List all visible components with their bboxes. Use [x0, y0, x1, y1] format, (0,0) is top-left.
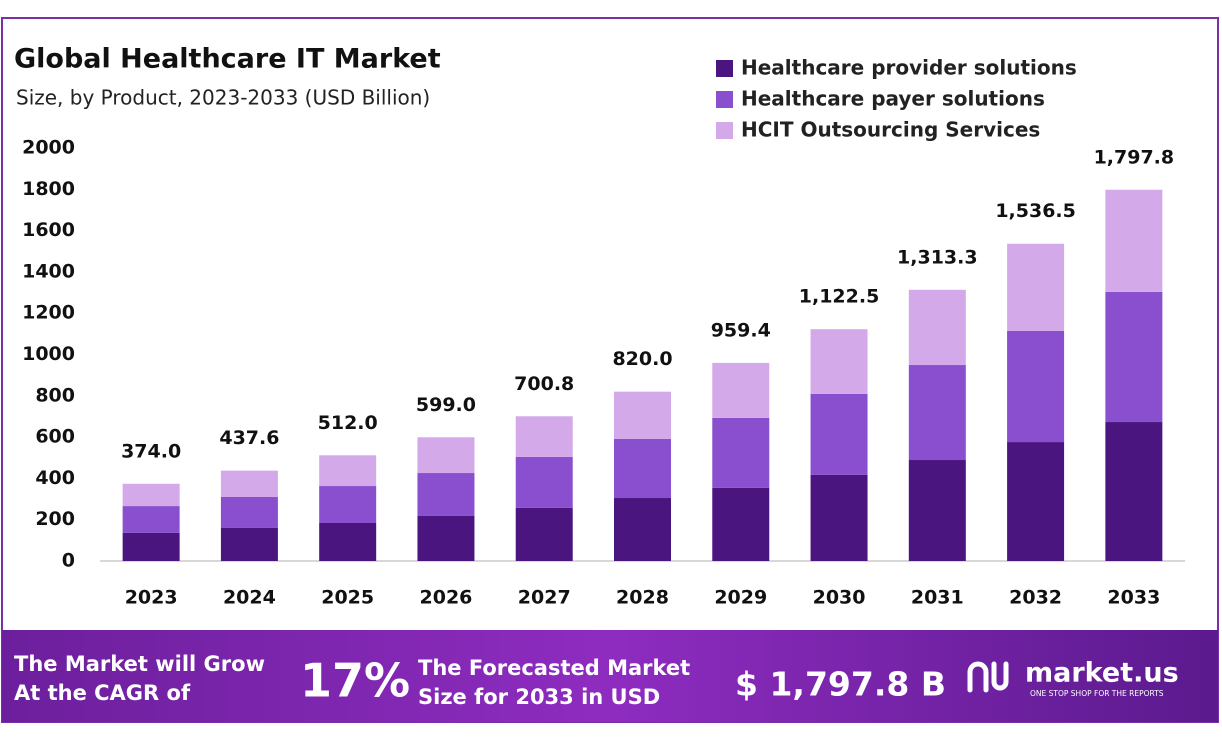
total-label: 1,797.8 — [1094, 146, 1175, 168]
bar-segment — [1007, 330, 1065, 443]
logo-shape — [967, 661, 989, 693]
bar-segment — [122, 532, 180, 561]
y-tick-label: 600 — [35, 426, 75, 448]
legend-label: Healthcare payer solutions — [741, 87, 1045, 111]
y-tick-label: 0 — [62, 550, 75, 572]
cagr-value: 17% — [300, 654, 410, 708]
x-tick-label: 2027 — [518, 587, 571, 609]
y-tick-label: 2000 — [22, 137, 75, 159]
bar-segment — [712, 487, 770, 561]
total-label: 700.8 — [514, 373, 574, 395]
forecast-text: The Forecasted Market Size for 2033 in U… — [418, 656, 698, 709]
y-tick-label: 800 — [35, 384, 75, 406]
y-tick-label: 1400 — [22, 260, 75, 282]
footer-band — [2, 630, 1218, 722]
y-tick-label: 400 — [35, 467, 75, 489]
bar-segment — [220, 527, 278, 561]
tagline: ONE STOP SHOP FOR THE REPORTS — [1030, 689, 1164, 698]
bar-segment — [712, 417, 770, 488]
y-tick-label: 1600 — [22, 219, 75, 241]
total-label: 374.0 — [121, 440, 181, 462]
bar-segment — [220, 470, 278, 497]
bar-segment — [810, 329, 868, 394]
y-tick-label: 200 — [35, 508, 75, 530]
y-tick-label: 1800 — [22, 178, 75, 200]
bar-segment — [908, 365, 966, 461]
bar-segment — [319, 523, 377, 561]
bar-segment — [712, 362, 770, 418]
total-label: 512.0 — [318, 412, 378, 434]
bar-segment — [515, 507, 573, 561]
bar-segment — [1007, 243, 1065, 331]
cagr-text: The Market will Grow At the CAGR of — [14, 652, 272, 705]
total-label: 1,122.5 — [799, 286, 880, 308]
total-label: 599.0 — [416, 394, 476, 416]
x-tick-label: 2025 — [321, 587, 374, 609]
x-tick-label: 2028 — [616, 587, 669, 609]
bar-segment — [1007, 442, 1065, 561]
y-tick-label: 1200 — [22, 302, 75, 324]
total-label: 820.0 — [612, 348, 672, 370]
bar-segment — [417, 515, 475, 561]
x-tick-label: 2033 — [1107, 587, 1160, 609]
bar-segment — [614, 498, 671, 561]
bar-segment — [1105, 291, 1163, 423]
bar-segment — [515, 416, 573, 457]
bar-segment — [908, 289, 966, 366]
legend-label: Healthcare provider solutions — [741, 56, 1077, 80]
y-tick-label: 1000 — [22, 343, 75, 365]
bar-segment — [1105, 189, 1163, 292]
logo-shape — [991, 661, 1009, 691]
x-tick-label: 2031 — [911, 587, 964, 609]
bar-segment — [1105, 422, 1163, 561]
chart-title: Global Healthcare IT Market — [14, 44, 441, 75]
total-label: 1,313.3 — [897, 246, 978, 268]
bar-segment — [810, 474, 868, 561]
bar-segment — [515, 456, 573, 508]
bar-segment — [417, 473, 475, 516]
x-tick-label: 2030 — [813, 587, 866, 609]
legend-label: HCIT Outsourcing Services — [741, 118, 1040, 142]
bar-segment — [319, 455, 377, 487]
brand: market.us — [1025, 658, 1179, 689]
legend-swatch — [716, 60, 733, 77]
legend-swatch — [716, 91, 733, 108]
bar-segment — [614, 438, 671, 499]
bar-segment — [810, 393, 868, 475]
bar-segment — [614, 391, 671, 439]
bar-segment — [220, 496, 278, 528]
bar-segment — [417, 437, 475, 474]
legend-swatch — [716, 122, 733, 139]
x-tick-label: 2026 — [420, 587, 473, 609]
total-label: 959.4 — [711, 319, 771, 341]
bar-segment — [908, 460, 966, 561]
x-tick-label: 2023 — [125, 587, 178, 609]
forecast-value: $ 1,797.8 B — [735, 665, 946, 704]
x-tick-label: 2029 — [714, 587, 767, 609]
total-label: 437.6 — [219, 427, 279, 449]
bar-segment — [122, 483, 180, 507]
brand-logo — [967, 661, 1009, 693]
bar-segment — [319, 486, 377, 524]
bar-segment — [122, 506, 180, 533]
chart-subtitle: Size, by Product, 2023-2033 (USD Billion… — [16, 86, 430, 110]
total-label: 1,536.5 — [995, 200, 1076, 222]
x-tick-label: 2024 — [223, 587, 276, 609]
x-tick-label: 2032 — [1009, 587, 1062, 609]
